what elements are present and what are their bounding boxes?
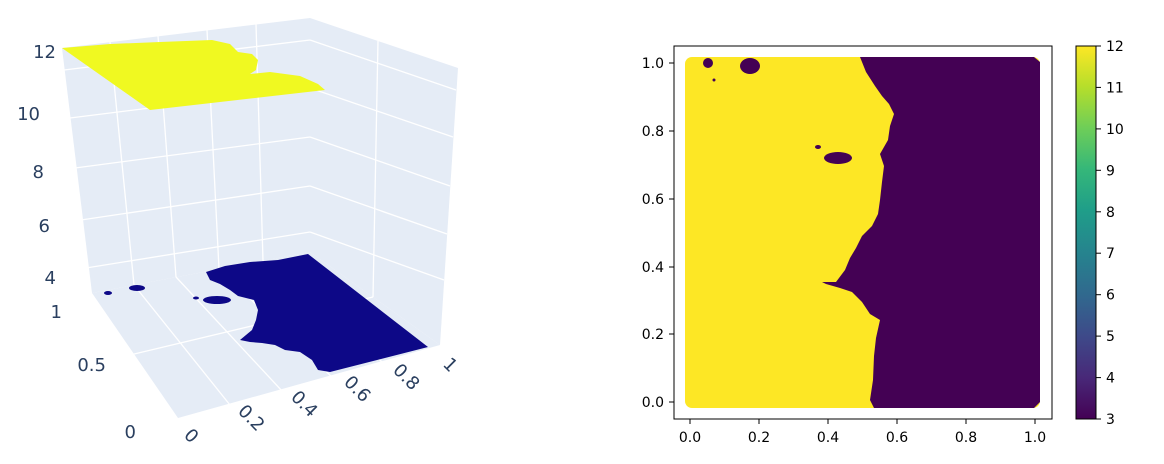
z-tick-label: 10 <box>17 104 40 125</box>
lower-surface-patch <box>129 285 145 291</box>
region-low-patch <box>824 152 852 164</box>
colorbar-ticks <box>1096 45 1101 420</box>
z-axis-ticks: 12 10 8 6 4 <box>17 42 56 289</box>
heatmap-y-tick-labels: 0.0 0.2 0.4 0.6 0.8 1.0 <box>642 56 664 411</box>
x-tick-label: 0.2 <box>233 401 268 436</box>
x-tick-label: 0 <box>179 425 202 448</box>
grid-line <box>309 136 451 187</box>
colorbar-tick-label: 9 <box>1106 163 1115 179</box>
colorbar-tick-label: 12 <box>1106 39 1124 55</box>
y-axis-ticks: 1 0.5 0 <box>51 302 136 443</box>
z-tick-label: 8 <box>33 162 44 183</box>
region-low-patch <box>740 58 760 74</box>
lower-surface-patch <box>193 296 199 300</box>
grid-line <box>133 284 231 406</box>
colorbar-tick-label: 4 <box>1106 371 1115 387</box>
region-low <box>822 57 1040 408</box>
z-tick-label: 4 <box>45 268 56 289</box>
region-low-patch <box>815 145 821 149</box>
colorbar-tick-label: 11 <box>1106 80 1124 96</box>
back-wall-pane <box>310 18 458 345</box>
heatmap-x-ticks <box>689 419 1036 424</box>
colorbar-tick-label: 5 <box>1106 329 1115 345</box>
colorbar-tick-label: 10 <box>1106 122 1124 138</box>
grid-line <box>175 276 284 393</box>
lower-surface-patch <box>104 291 112 295</box>
z-tick-label: 6 <box>39 216 50 237</box>
region-low-patch <box>703 58 713 68</box>
grid-line <box>85 231 311 269</box>
axes-frame <box>673 45 1053 420</box>
x-tick-label: 0.6 <box>886 430 908 446</box>
region-low-patch <box>712 78 716 82</box>
y-tick-label: 1 <box>51 302 62 323</box>
heatmap-x-tick-labels: 0.0 0.2 0.4 0.6 0.8 1.0 <box>679 430 1046 446</box>
heatmap-y-ticks <box>669 62 674 403</box>
region-low-patch <box>741 64 745 68</box>
x-tick-label: 0.8 <box>955 430 977 446</box>
y-tick-label: 0.0 <box>642 395 664 411</box>
y-tick-label: 0.2 <box>642 327 664 343</box>
y-tick-label: 1.0 <box>642 56 664 72</box>
grid-line <box>74 136 311 169</box>
colorbar-tick-label: 8 <box>1106 205 1115 221</box>
grid-line <box>80 185 311 221</box>
x-tick-label: 1 <box>438 354 461 377</box>
upper-surface <box>62 40 325 110</box>
grid-line <box>309 39 457 91</box>
y-tick-label: 0 <box>125 422 136 443</box>
colorbar: 3 4 5 6 7 8 9 10 11 12 <box>1075 39 1124 428</box>
surface-plot-3d: 12 10 8 6 4 1 0.5 0 0 0.2 0.4 0.6 0.8 1 <box>17 18 461 448</box>
heatmap-plot: 0.0 0.2 0.4 0.6 0.8 1.0 0.0 0.2 0.4 0.6 … <box>642 45 1053 446</box>
x-tick-label: 0.4 <box>286 387 321 422</box>
x-tick-label: 0.2 <box>748 430 770 446</box>
colorbar-tick-labels: 3 4 5 6 7 8 9 10 11 12 <box>1106 39 1124 428</box>
x-tick-label: 0.8 <box>388 360 423 395</box>
colorbar-tick-label: 7 <box>1106 246 1115 262</box>
colorbar-gradient <box>1075 45 1097 420</box>
x-tick-label: 0.6 <box>339 372 374 407</box>
x-tick-label: 1.0 <box>1024 430 1046 446</box>
grid-line <box>309 87 454 138</box>
grid-line <box>309 185 448 235</box>
y-tick-label: 0.8 <box>642 124 664 140</box>
lower-surface <box>206 254 428 372</box>
x-tick-label: 0.0 <box>679 430 701 446</box>
x-tick-label: 0.4 <box>817 430 839 446</box>
y-tick-label: 0.6 <box>642 192 664 208</box>
colorbar-tick-label: 3 <box>1106 412 1115 428</box>
y-tick-label: 0.4 <box>642 260 664 276</box>
y-tick-label: 0.5 <box>77 355 106 376</box>
colorbar-tick-label: 6 <box>1106 288 1115 304</box>
lower-surface-patch <box>203 296 231 304</box>
z-tick-label: 12 <box>33 42 56 63</box>
grid-line <box>309 231 445 281</box>
